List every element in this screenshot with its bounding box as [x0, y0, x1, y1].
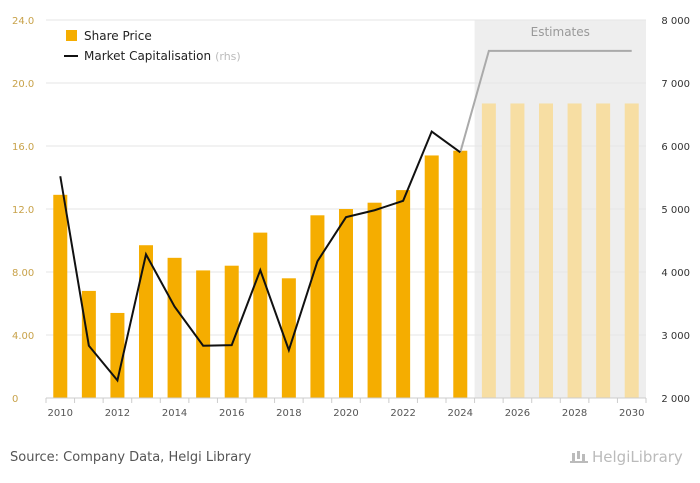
market-cap-line-historical: [59, 129, 461, 383]
y-right-tick-label: 6 000: [661, 142, 690, 153]
library-icon: [570, 449, 588, 463]
x-tick-label: 2028: [562, 408, 587, 419]
bar-2017: [253, 232, 268, 398]
y-left-tick-label: 24.0: [12, 16, 34, 27]
x-tick-label: 2018: [276, 408, 301, 419]
bar-2019: [310, 215, 325, 398]
bar-2026: [510, 103, 525, 398]
market-cap-line: [59, 49, 632, 383]
market-cap-line-estimate: [459, 49, 632, 153]
axes: [45, 397, 647, 403]
bar-2020: [339, 209, 353, 398]
legend-label-market-cap-note: (rhs): [215, 50, 241, 63]
bar-2024: [453, 150, 468, 398]
bar-2018: [281, 278, 296, 398]
y-right-tick-label: 7 000: [661, 79, 690, 90]
brand-logo: HelgiLibrary: [570, 448, 683, 466]
estimates-label: Estimates: [531, 25, 590, 39]
x-tick-label: 2016: [219, 408, 244, 419]
bar-2010: [53, 194, 68, 398]
legend-label-share-price: Share Price: [84, 29, 152, 43]
legend-swatch-share-price: [66, 30, 77, 41]
bar-2016: [224, 265, 239, 398]
y-right-tick-label: 2 000: [661, 394, 690, 405]
bar-2023: [424, 155, 439, 398]
x-tick-label: 2020: [333, 408, 358, 419]
y-left-tick-label: 16.0: [12, 142, 34, 153]
y-right-tick-label: 5 000: [661, 205, 690, 216]
y-left-tick-label: 0: [12, 394, 18, 405]
bar-2015: [196, 270, 211, 398]
x-tick-label: 2030: [619, 408, 644, 419]
bar-2029: [596, 103, 611, 398]
bar-2025: [481, 103, 496, 398]
y-left-tick-label: 20.0: [12, 79, 34, 90]
legend-label-market-cap-name: Market Capitalisation: [84, 49, 211, 63]
y-left-tick-label: 8.00: [12, 268, 34, 279]
source-note: Source: Company Data, Helgi Library: [10, 450, 252, 465]
x-tick-label: 2022: [390, 408, 415, 419]
y-right-tick-label: 4 000: [661, 268, 690, 279]
bar-2027: [539, 103, 553, 398]
y-left-tick-label: 12.0: [12, 205, 34, 216]
brand-name: HelgiLibrary: [592, 448, 683, 466]
legend-label-market-cap: Market Capitalisation (rhs): [84, 49, 241, 63]
y-right-tick-label: 8 000: [661, 16, 690, 27]
bar-2014: [167, 257, 182, 398]
y-right-tick-label: 3 000: [661, 331, 690, 342]
bar-2021: [367, 202, 382, 398]
x-tick-label: 2014: [162, 408, 187, 419]
bar-2030: [624, 103, 639, 398]
x-tick-label: 2012: [105, 408, 130, 419]
x-tick-label: 2010: [48, 408, 73, 419]
bar-2013: [139, 245, 153, 398]
share-price-bars: [53, 103, 639, 398]
tick-labels: 0 4.00 8.00 12.0 16.0 20.0 24.0 2 000 3 000 4 000…: [12, 16, 690, 419]
x-tick-label: 2024: [448, 408, 473, 419]
y-left-tick-label: 4.00: [12, 331, 34, 342]
legend: Share Price Market Capitalisation (rhs): [64, 29, 241, 63]
x-tick-label: 2026: [505, 408, 530, 419]
bar-2028: [567, 103, 582, 398]
bar-2022: [396, 190, 411, 398]
